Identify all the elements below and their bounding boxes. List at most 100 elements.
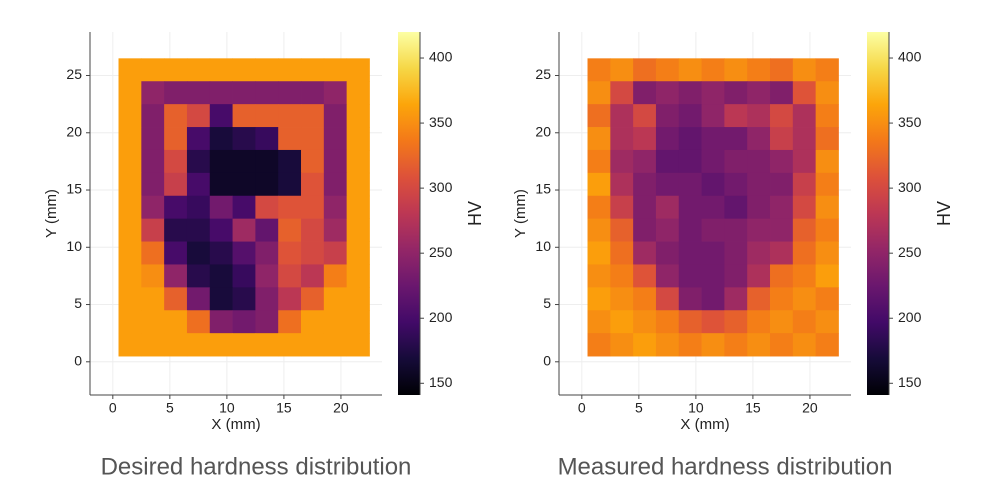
heatmap-cell: [323, 241, 348, 265]
heatmap-cell: [610, 81, 634, 105]
colorbar-tick-label: 200: [429, 309, 453, 325]
y-axis-label: Y (mm): [43, 189, 60, 238]
heatmap-cell: [232, 58, 256, 82]
heatmap-cell: [701, 172, 725, 197]
heatmap-cell: [118, 172, 142, 197]
heatmap-cell: [164, 287, 188, 311]
heatmap-cell: [141, 310, 165, 334]
heatmap-cell: [610, 172, 634, 197]
colorbar-tick-label: 200: [898, 309, 922, 325]
heatmap-cell: [278, 218, 302, 242]
heatmap-cell: [815, 287, 839, 311]
heatmap-cell: [655, 81, 680, 105]
heatmap-cell: [255, 58, 279, 82]
y-tick-label: 15: [66, 181, 82, 197]
heatmap-cell: [346, 127, 370, 151]
heatmap-cell: [610, 287, 634, 311]
heatmap-cell: [209, 104, 233, 128]
heatmap-cell: [301, 287, 325, 311]
heatmap-cell: [678, 195, 702, 220]
heatmap-cell: [587, 172, 611, 197]
heatmap-cell: [815, 218, 839, 242]
heatmap-cell: [701, 81, 725, 105]
heatmap-cell: [792, 241, 817, 265]
heatmap-cell: [186, 195, 211, 220]
heatmap-cell: [209, 287, 233, 311]
heatmap-cell: [747, 58, 771, 82]
heatmap-cell: [792, 58, 817, 82]
heatmap-cell: [164, 81, 188, 105]
heatmap-cell: [770, 218, 794, 242]
heatmap-cell: [301, 310, 325, 334]
heatmap-cell: [209, 58, 233, 82]
heatmap-cell: [678, 287, 702, 311]
heatmap-cell: [118, 104, 142, 128]
y-tick-label: 20: [535, 123, 551, 139]
colorbar-tick-label: 300: [429, 179, 453, 195]
heatmap-cell: [118, 58, 142, 82]
heatmap-cell: [792, 149, 817, 174]
heatmap-cell: [815, 81, 839, 105]
heatmap-cell: [701, 264, 725, 288]
x-axis-label: X (mm): [211, 416, 260, 433]
heatmap-cell: [587, 310, 611, 334]
heatmap-cell: [209, 149, 233, 174]
heatmap-cell: [770, 58, 794, 82]
x-tick-label: 0: [578, 400, 586, 416]
heatmap-cell: [232, 264, 256, 288]
heatmap-cell: [232, 172, 256, 197]
heatmap-cell: [278, 264, 302, 288]
heatmap-cell: [747, 310, 771, 334]
heatmap-cell: [815, 241, 839, 265]
heatmap-cell: [747, 172, 771, 197]
heatmap-cell: [724, 149, 748, 174]
heatmap-cell: [209, 241, 233, 265]
heatmap-cell: [278, 58, 302, 82]
colorbar-label: HV: [934, 201, 954, 226]
heatmap-cell: [323, 218, 348, 242]
heatmap-cell: [770, 81, 794, 105]
heatmap-cell: [633, 127, 657, 151]
heatmap-cell: [186, 104, 211, 128]
heatmap-cell: [770, 172, 794, 197]
x-tick-label: 20: [802, 400, 818, 416]
heatmap-cell: [164, 333, 188, 357]
heatmap-cell: [346, 81, 370, 105]
heatmap-cell: [792, 264, 817, 288]
heatmap-cell: [701, 310, 725, 334]
heatmap-cell: [255, 172, 279, 197]
heatmap-cell: [633, 310, 657, 334]
heatmap-cell: [587, 287, 611, 311]
heatmap-cell: [301, 172, 325, 197]
x-tick-label: 20: [333, 400, 349, 416]
colorbar-tick-label: 150: [429, 374, 453, 390]
y-tick-label: 10: [66, 238, 82, 254]
heatmap-cell: [301, 104, 325, 128]
y-tick-label: 0: [543, 352, 551, 368]
heatmap-cell: [164, 127, 188, 151]
heatmap-cell: [164, 218, 188, 242]
heatmap-cell: [346, 172, 370, 197]
heatmap-cell: [792, 310, 817, 334]
heatmap-cell: [164, 241, 188, 265]
heatmap-cell: [278, 149, 302, 174]
heatmap-cell: [792, 333, 817, 357]
heatmap-cell: [724, 287, 748, 311]
heatmap-cell: [209, 333, 233, 357]
heatmap-cell: [633, 218, 657, 242]
heatmap-cell: [747, 104, 771, 128]
heatmap-cell: [587, 127, 611, 151]
heatmap-cell: [792, 127, 817, 151]
heatmap-cell: [770, 333, 794, 357]
heatmap-cell: [118, 264, 142, 288]
heatmap-cell: [323, 149, 348, 174]
heatmap-cell: [587, 149, 611, 174]
heatmap-cell: [118, 241, 142, 265]
heatmap-cell: [792, 104, 817, 128]
heatmap-cell: [587, 81, 611, 105]
heatmap-cell: [701, 58, 725, 82]
heatmap-cell: [278, 195, 302, 220]
heatmap-cell: [232, 81, 256, 105]
heatmap-cell: [186, 287, 211, 311]
x-tick-label: 15: [276, 400, 292, 416]
